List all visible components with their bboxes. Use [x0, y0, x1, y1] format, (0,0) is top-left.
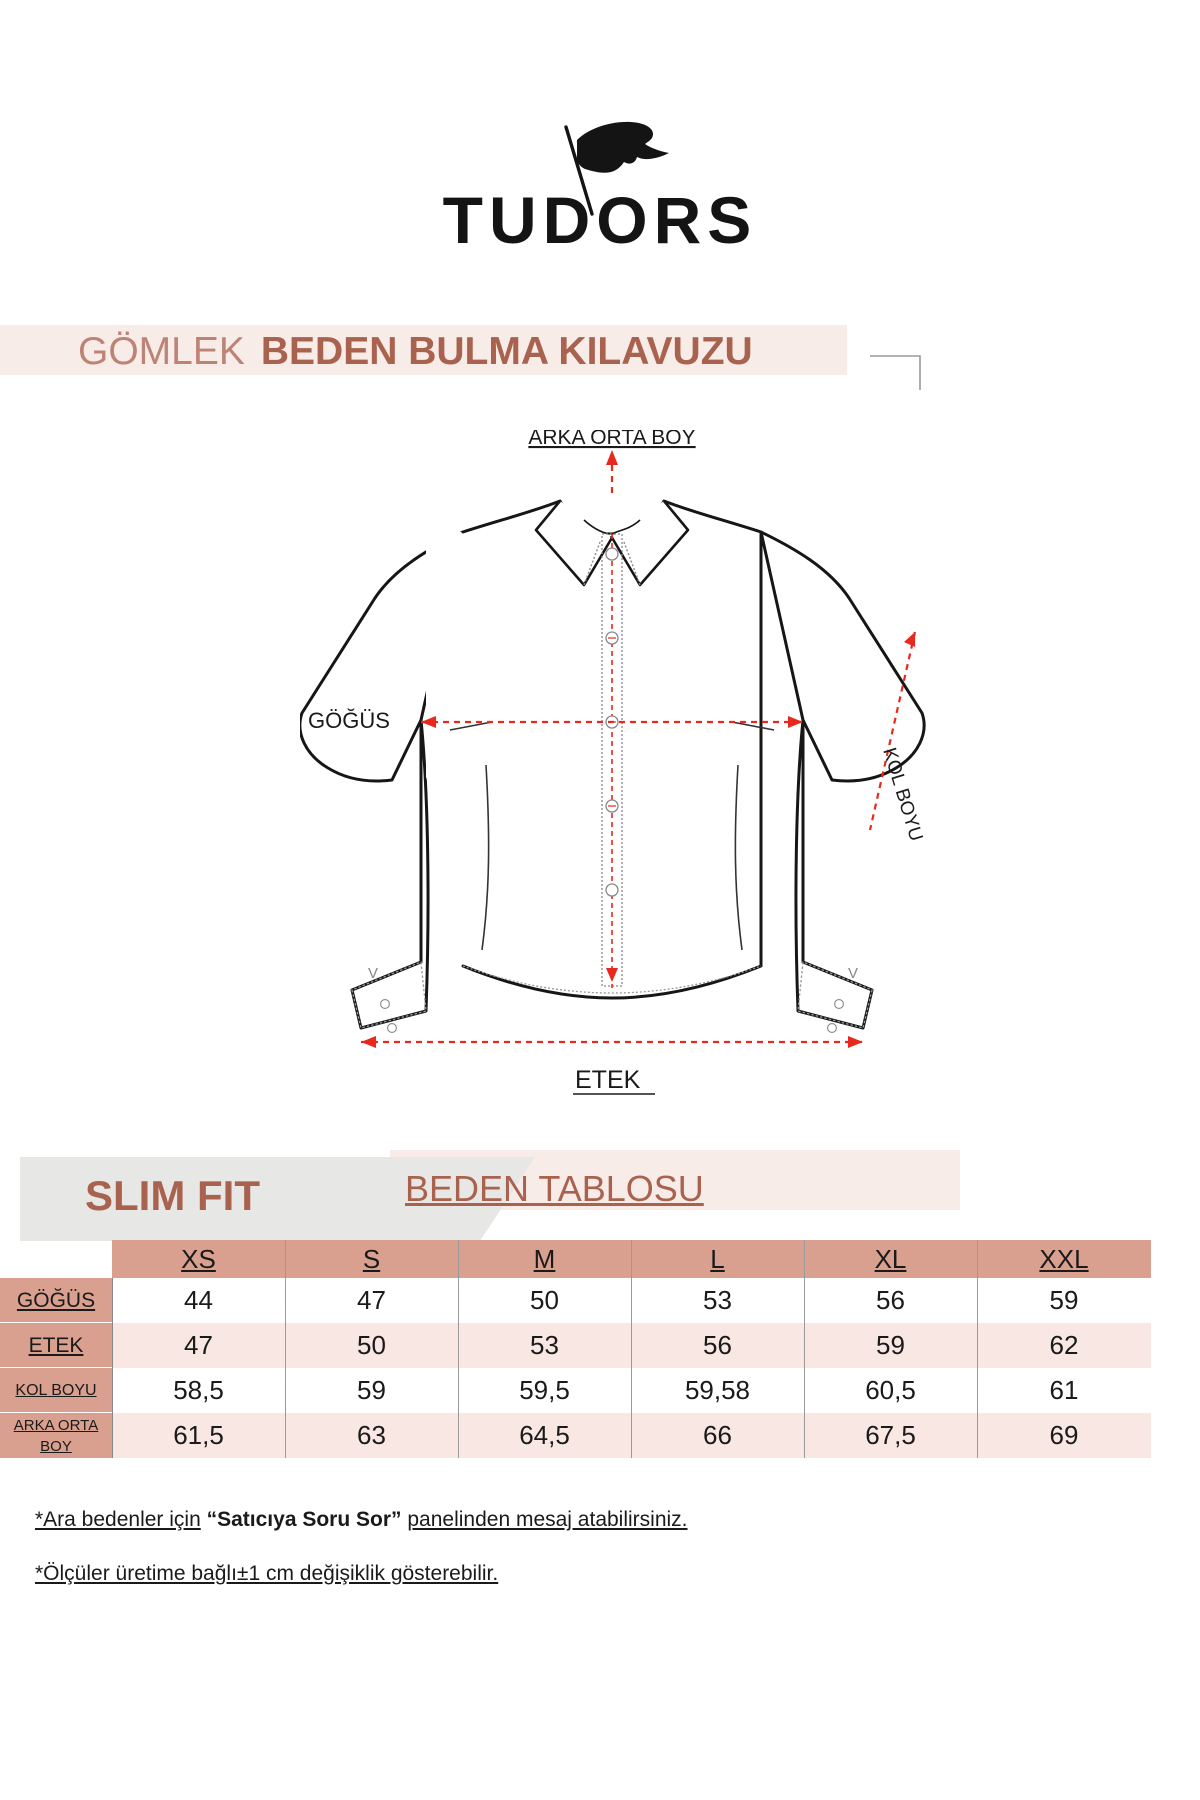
svg-text:ETEK: ETEK [575, 1066, 641, 1094]
svg-text:GÖĞÜS: GÖĞÜS [308, 708, 390, 733]
svg-text:V: V [848, 965, 858, 982]
svg-text:KOL BOYU: KOL BOYU [878, 745, 926, 843]
svg-text:V: V [368, 965, 378, 982]
svg-text:ARKA ORTA BOY: ARKA ORTA BOY [528, 430, 695, 449]
